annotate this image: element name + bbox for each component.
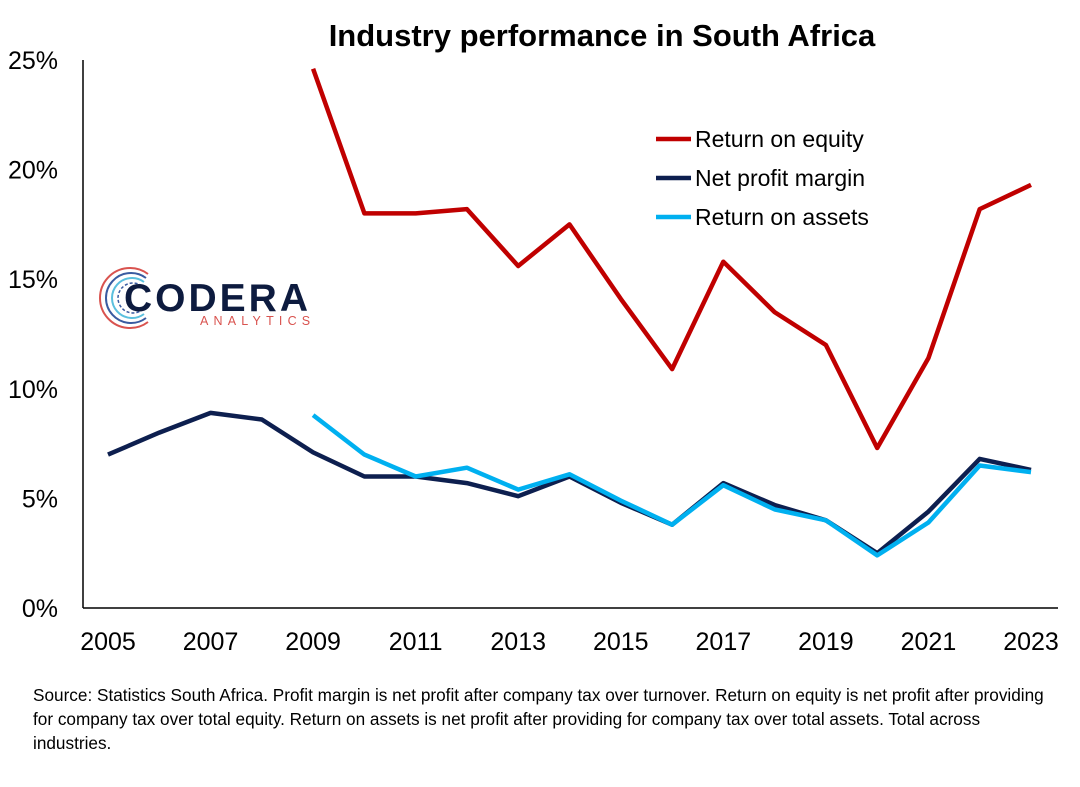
- y-tick-label: 25%: [8, 47, 58, 75]
- y-tick-label: 15%: [8, 266, 58, 294]
- x-tick-label: 2019: [798, 628, 854, 656]
- x-axis-ticks: 2005 2007 2009 2011 2013 2015 2017 2019 2021 2023: [80, 628, 1059, 656]
- x-tick-label: 2017: [696, 628, 752, 656]
- line-chart: Industry performance in South Africa 0% 5…: [8, 18, 1059, 656]
- chart-title: Industry performance in South Africa: [329, 18, 876, 53]
- x-tick-label: 2007: [183, 628, 239, 656]
- y-tick-label: 10%: [8, 376, 58, 404]
- series-line-return-on-assets: [311, 413, 1032, 558]
- legend-label: Return on assets: [695, 204, 869, 230]
- x-tick-label: 2021: [901, 628, 957, 656]
- series-lines: [107, 68, 1032, 558]
- series-line-net-profit-margin: [107, 410, 1032, 556]
- x-tick-label: 2005: [80, 628, 136, 656]
- x-tick-label: 2013: [490, 628, 546, 656]
- logo-subtitle: ANALYTICS: [200, 314, 315, 328]
- y-axis-ticks: 0% 5% 10% 15% 20% 25%: [8, 47, 58, 623]
- y-tick-label: 0%: [22, 595, 58, 623]
- y-tick-label: 5%: [22, 485, 58, 513]
- legend: Return on equity Net profit margin Return …: [656, 126, 869, 230]
- source-note: Source: Statistics South Africa. Profit …: [33, 685, 1044, 753]
- series-line-return-on-equity: [310, 68, 1032, 451]
- logo-arc-icon: [99, 267, 149, 329]
- x-tick-label: 2015: [593, 628, 649, 656]
- x-tick-label: 2023: [1003, 628, 1059, 656]
- codera-logo: CODERA ANALYTICS: [99, 267, 315, 329]
- logo-name: CODERA: [124, 277, 311, 320]
- x-tick-label: 2009: [285, 628, 341, 656]
- y-tick-label: 20%: [8, 157, 58, 185]
- x-tick-label: 2011: [389, 628, 443, 656]
- legend-label: Net profit margin: [695, 165, 865, 191]
- legend-label: Return on equity: [695, 126, 864, 152]
